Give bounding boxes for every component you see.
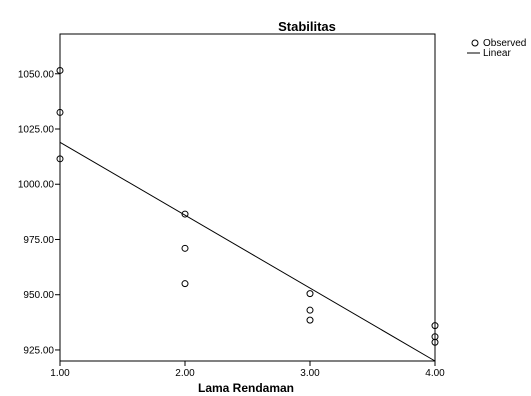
observed-point (431, 338, 439, 346)
y-tick-label: 950.00 (23, 290, 54, 301)
legend-linear-label: Linear (483, 48, 511, 59)
legend-observed-label: Observed (483, 38, 526, 49)
x-tick-label: 2.00 (175, 368, 195, 379)
observed-point (56, 108, 64, 116)
observed-point (306, 306, 314, 314)
legend: Observed Linear (467, 38, 526, 59)
y-tick-label: 1050.00 (18, 69, 55, 80)
y-tick-label: 925.00 (23, 345, 54, 356)
y-tick-label: 1000.00 (18, 180, 55, 191)
legend-observed-marker-icon (471, 39, 479, 47)
series-layer (56, 66, 439, 362)
x-tick-label: 4.00 (425, 368, 445, 379)
linear-fit-line (59, 141, 436, 362)
y-tick-label: 975.00 (23, 235, 54, 246)
observed-point (181, 210, 189, 218)
observed-point (431, 322, 439, 330)
y-axis: 925.00 950.00 975.00 1000.00 1025.00 1050.00 (18, 69, 60, 356)
x-tick-label: 1.00 (50, 368, 70, 379)
x-axis-title: Lama Rendaman (198, 381, 294, 395)
observed-point (181, 244, 189, 252)
observed-point (56, 66, 64, 74)
x-tick-label: 3.00 (300, 368, 320, 379)
plot-area (59, 33, 436, 362)
chart-title: Stabilitas (278, 19, 336, 34)
x-axis: 1.00 2.00 3.00 4.00 (50, 361, 445, 379)
observed-point (56, 155, 64, 163)
y-tick-label: 1025.00 (18, 125, 55, 136)
observed-point (306, 316, 314, 324)
observed-point (306, 290, 314, 298)
observed-point (181, 280, 189, 288)
